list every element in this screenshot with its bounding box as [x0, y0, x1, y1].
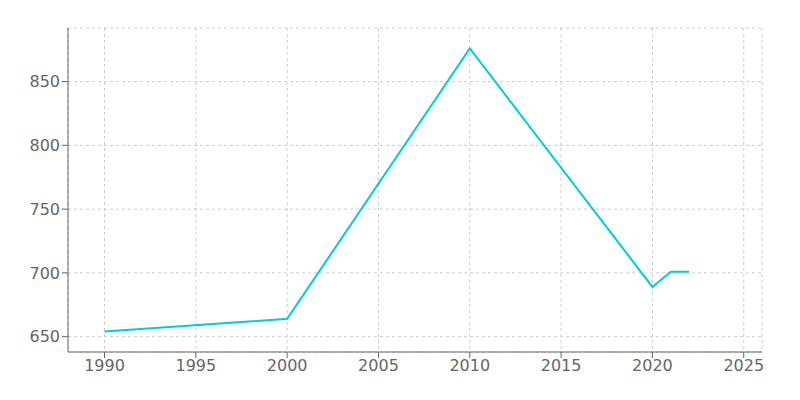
svg-text:2025: 2025 [723, 356, 764, 375]
svg-text:850: 850 [29, 72, 60, 91]
svg-text:700: 700 [29, 264, 60, 283]
svg-text:800: 800 [29, 136, 60, 155]
svg-text:2015: 2015 [541, 356, 582, 375]
svg-text:1990: 1990 [84, 356, 125, 375]
svg-text:1995: 1995 [175, 356, 216, 375]
svg-text:650: 650 [29, 327, 60, 346]
svg-text:2010: 2010 [449, 356, 490, 375]
svg-text:2020: 2020 [632, 356, 673, 375]
svg-text:2000: 2000 [267, 356, 308, 375]
svg-text:750: 750 [29, 200, 60, 219]
svg-text:2005: 2005 [358, 356, 399, 375]
